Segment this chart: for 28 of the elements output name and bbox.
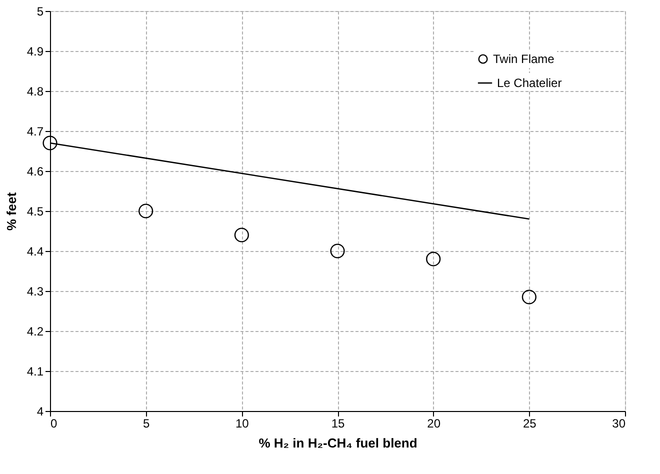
x-tick-label: 10: [235, 416, 250, 430]
x-tick-label: 15: [331, 416, 345, 430]
point: [234, 228, 249, 242]
x-axis-title: % H₂ in H₂-CH₄ fuel blend: [258, 436, 418, 450]
point: [138, 204, 154, 218]
y-tick-label: 4.4: [26, 244, 44, 258]
y-tick-label: 4.6: [26, 164, 44, 178]
x-tick-label: 20: [427, 416, 441, 430]
y-tick-label: 4.1: [26, 364, 44, 378]
y-tick-label: 4.3: [26, 284, 44, 298]
x-tick-label: 30: [612, 416, 626, 430]
x-tick-label: 5: [142, 416, 150, 430]
point: [42, 136, 58, 150]
point: [522, 290, 536, 304]
point: [426, 252, 441, 266]
y-tick-label: 4.2: [26, 324, 44, 338]
y-tick-label: 4.5: [26, 204, 44, 218]
x-tick-label: 0: [50, 416, 58, 430]
y-tick-label: 4: [36, 404, 44, 418]
point: [330, 244, 345, 258]
y-tick-label: 5: [36, 4, 44, 18]
legend-label: Twin Flame: [493, 52, 555, 66]
y-tick-label: 4.8: [26, 84, 44, 98]
y-axis-title: % feet: [4, 192, 19, 231]
y-tick-label: 4.9: [26, 44, 44, 58]
legend-label: Le Chatelier: [497, 76, 562, 90]
y-tick-label: 4.7: [26, 124, 44, 138]
x-tick-label: 25: [522, 416, 537, 430]
